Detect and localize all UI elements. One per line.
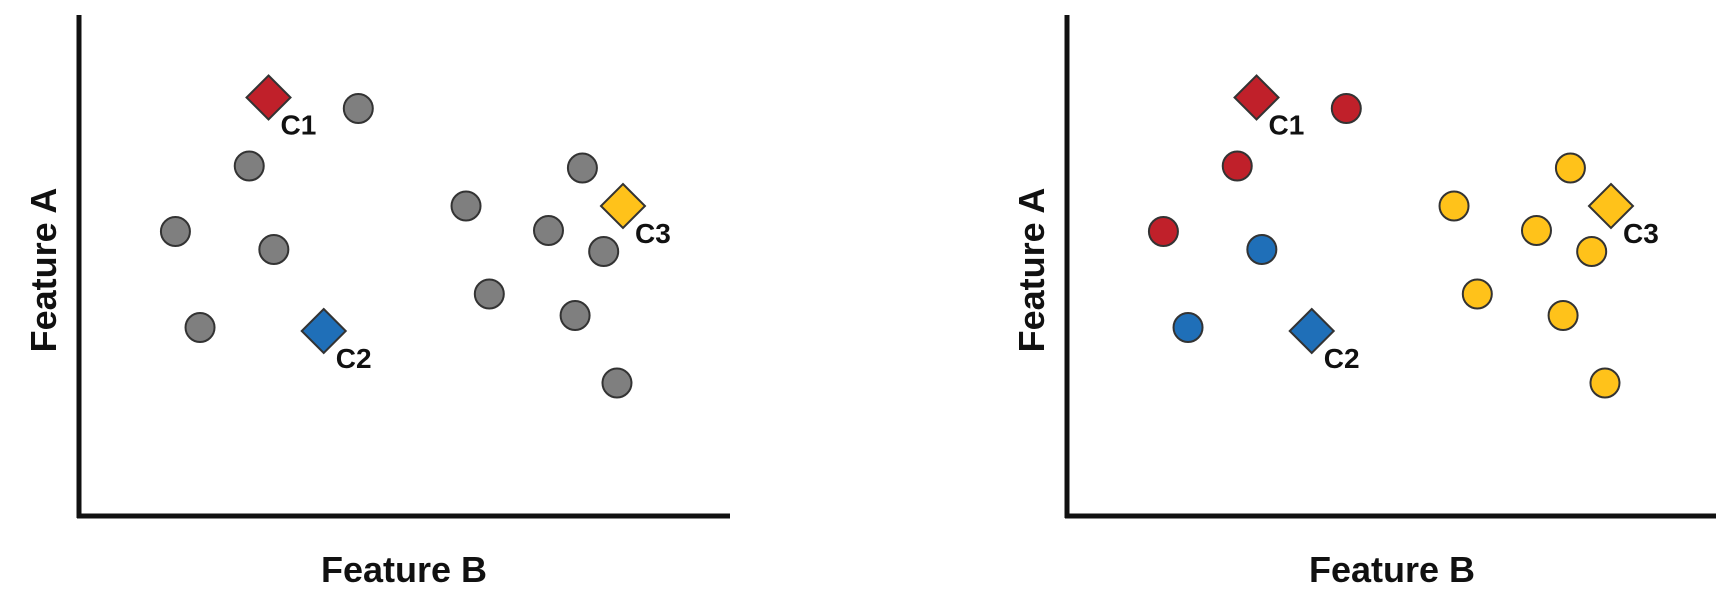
data-point-unassigned <box>588 236 620 267</box>
y-axis-label: Feature A <box>23 188 64 353</box>
centroid-label-c2: C2 <box>336 343 372 374</box>
axes <box>76 15 730 519</box>
data-point-unassigned <box>601 367 633 399</box>
centroid-marker-c2 <box>1288 307 1336 355</box>
centroid-marker-c2 <box>300 307 348 355</box>
data-point-unassigned <box>184 312 216 343</box>
centroid-label-c3: C3 <box>635 218 671 249</box>
centroid-marker-c3 <box>599 182 647 230</box>
x-axis-label: Feature B <box>1309 549 1475 590</box>
data-point-unassigned <box>159 216 191 247</box>
data-point-unassigned <box>450 190 482 222</box>
centroids: C1 C2 C3 <box>245 74 671 374</box>
data-point-cluster-3 <box>1554 152 1586 184</box>
data-point-unassigned <box>473 278 505 310</box>
centroid-label-c1: C1 <box>1269 110 1305 141</box>
data-point-cluster-1 <box>1221 150 1253 182</box>
x-axis-label: Feature B <box>321 549 487 590</box>
data-point-cluster-3 <box>1589 367 1621 399</box>
data-point-cluster-3 <box>1461 278 1493 310</box>
data-point-cluster-1 <box>1330 93 1362 124</box>
centroid-label-c1: C1 <box>281 110 317 141</box>
data-point-unassigned <box>566 152 598 184</box>
data-point-cluster-1 <box>1147 216 1179 247</box>
data-point-cluster-3 <box>1547 300 1579 331</box>
data-point-unassigned <box>233 150 265 182</box>
data-point-unassigned <box>532 215 564 246</box>
data-point-unassigned <box>258 234 290 265</box>
centroid-label-c2: C2 <box>1324 343 1360 374</box>
data-points <box>1147 93 1621 399</box>
y-axis-label: Feature A <box>1011 188 1052 353</box>
data-point-cluster-3 <box>1520 215 1552 246</box>
centroids: C1 C2 C3 <box>1233 74 1659 374</box>
centroid-marker-c1 <box>245 74 292 121</box>
data-point-cluster-3 <box>1576 236 1608 267</box>
data-point-unassigned <box>342 93 374 124</box>
data-point-cluster-2 <box>1246 234 1278 265</box>
centroid-label-c3: C3 <box>1623 218 1659 249</box>
axes <box>1064 15 1716 519</box>
data-point-cluster-2 <box>1172 312 1204 343</box>
centroid-marker-c3 <box>1587 182 1635 230</box>
centroid-marker-c1 <box>1233 74 1280 121</box>
data-point-cluster-3 <box>1438 190 1470 222</box>
panel-after-assignment: Feature B Feature A C1 C2 C3 <box>1011 15 1716 590</box>
data-point-unassigned <box>559 300 591 331</box>
data-points <box>159 93 633 399</box>
panel-before-assignment: Feature B Feature A C1 C2 C3 <box>23 15 730 590</box>
